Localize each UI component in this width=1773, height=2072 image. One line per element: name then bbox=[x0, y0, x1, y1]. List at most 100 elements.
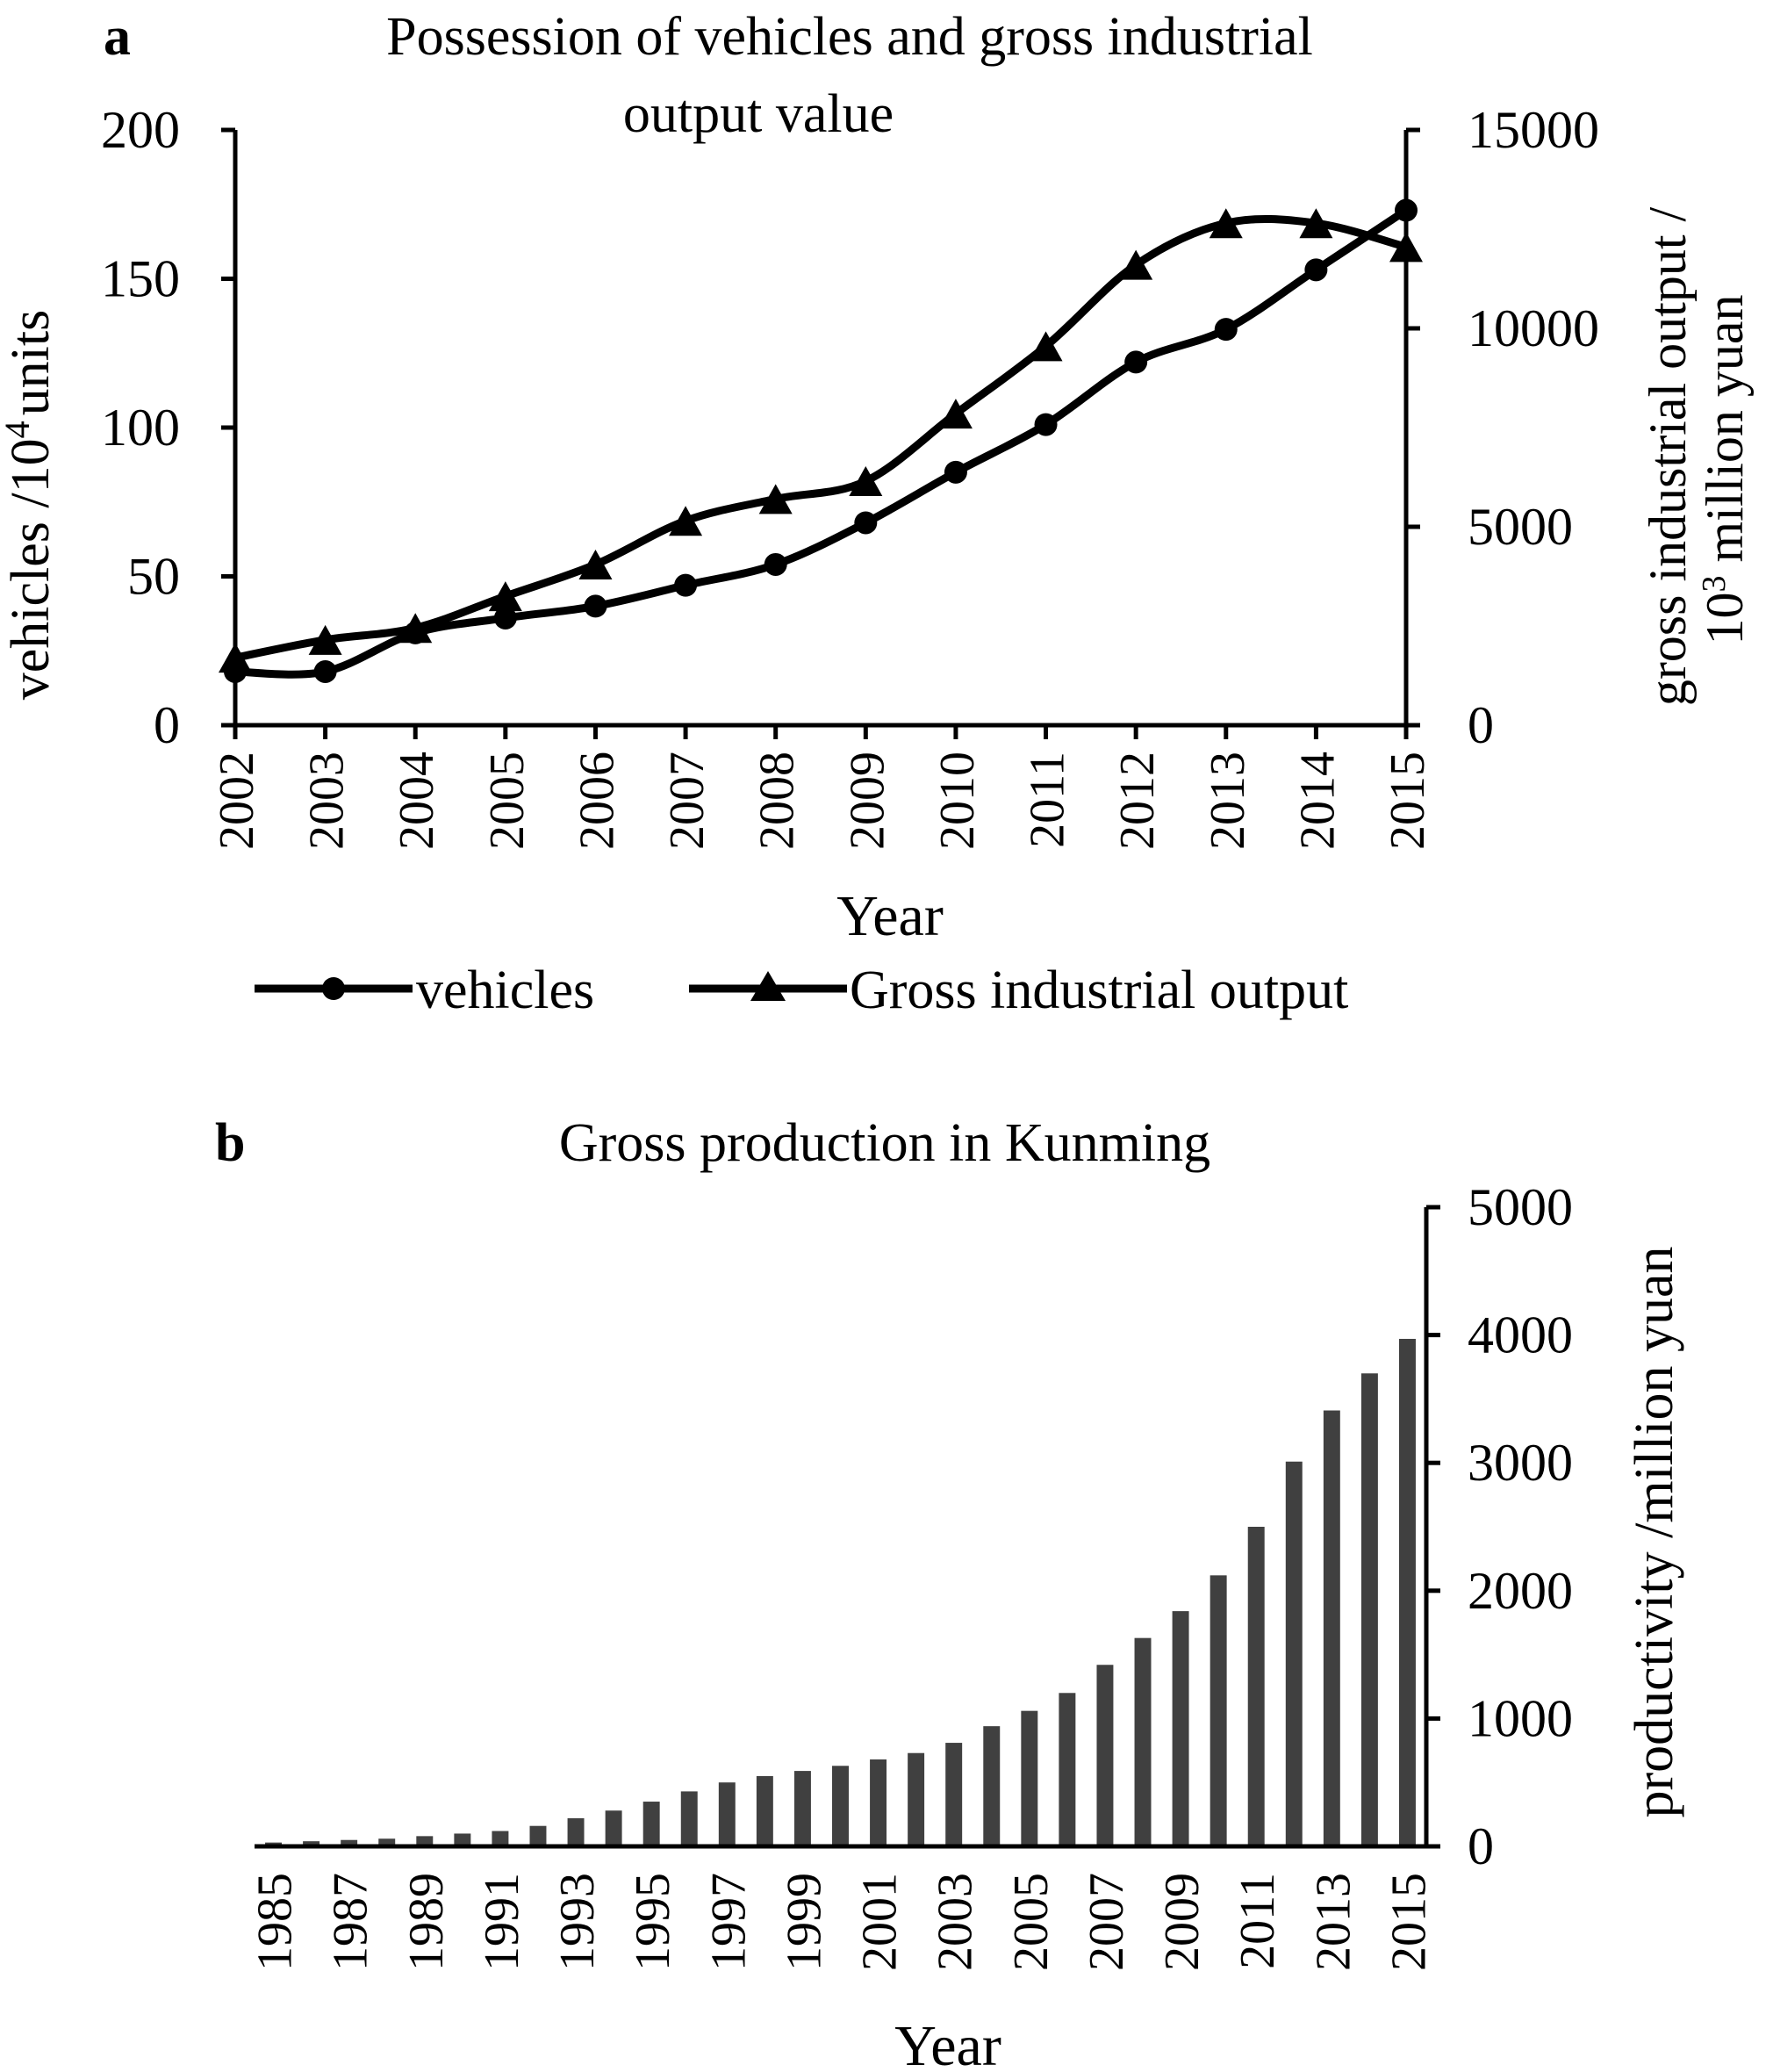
panel-a-left-ylabel: vehicles /104 units bbox=[0, 310, 61, 700]
data-point-gross-industrial-output bbox=[1209, 208, 1243, 239]
panel-b-ylabel: productivity /million yuan bbox=[1625, 1247, 1684, 1818]
data-point-vehicles bbox=[1214, 318, 1238, 342]
panel-a-left-tick-label: 100 bbox=[101, 399, 180, 457]
bar-2000 bbox=[832, 1766, 849, 1846]
panel-b-x-tick-label: 2007 bbox=[1080, 1873, 1134, 1971]
data-point-gross-industrial-output bbox=[1119, 249, 1153, 280]
data-point-vehicles bbox=[1034, 413, 1058, 436]
bar-2015 bbox=[1398, 1338, 1416, 1846]
bar-2011 bbox=[1247, 1527, 1265, 1846]
data-point-gross-industrial-output bbox=[1389, 232, 1423, 263]
legend-gross-output-marker bbox=[750, 971, 786, 1001]
panel-a-xlabel: Year bbox=[836, 884, 944, 948]
data-point-gross-industrial-output bbox=[938, 399, 973, 429]
data-point-vehicles bbox=[674, 573, 698, 597]
data-point-vehicles bbox=[1395, 198, 1418, 222]
bar-2009 bbox=[1172, 1611, 1189, 1846]
bar-1990 bbox=[454, 1833, 471, 1846]
panel-b-y-tick-label: 5000 bbox=[1468, 1178, 1573, 1236]
bar-2003 bbox=[945, 1743, 963, 1846]
panel-b-bars bbox=[265, 1338, 1416, 1846]
panel-a-tick-labels: 0 50 100 150 200 0 5000 10000 15000 2002 2003 2004 2… bbox=[101, 101, 1599, 850]
bar-2008 bbox=[1134, 1637, 1152, 1846]
panel-a-right-tick-label: 5000 bbox=[1468, 498, 1573, 556]
bar-2004 bbox=[983, 1726, 1001, 1846]
panel-b-tick-labels: 0 1000 2000 3000 4000 5000 1985 1987 1989 1991 199… bbox=[248, 1178, 1573, 1971]
bar-2001 bbox=[870, 1759, 887, 1846]
bar-2006 bbox=[1059, 1693, 1076, 1846]
panel-a-x-tick-label: 2010 bbox=[930, 752, 985, 850]
bar-2012 bbox=[1285, 1461, 1303, 1846]
panel-a-label: a bbox=[104, 7, 131, 67]
data-point-vehicles bbox=[493, 606, 517, 630]
data-point-gross-industrial-output bbox=[1029, 331, 1063, 362]
panel-a-x-tick-label: 2005 bbox=[480, 752, 535, 850]
series-line-vehicles bbox=[234, 206, 1409, 679]
bar-1989 bbox=[416, 1836, 434, 1846]
panel-a-right-ylabel-line2-sup: 3 bbox=[1696, 575, 1733, 592]
data-point-vehicles bbox=[764, 552, 787, 576]
bar-1997 bbox=[718, 1782, 736, 1846]
data-point-vehicles bbox=[944, 460, 967, 484]
data-point-vehicles bbox=[1304, 258, 1328, 282]
panel-a-x-tick-label: 2013 bbox=[1201, 752, 1255, 850]
data-point-gross-industrial-output bbox=[578, 549, 613, 579]
bar-1994 bbox=[605, 1810, 622, 1846]
legend-vehicles-marker bbox=[322, 977, 345, 1000]
data-point-vehicles bbox=[1124, 350, 1148, 374]
panel-a-x-tick-label: 2003 bbox=[300, 752, 355, 850]
panel-b-y-tick-label: 0 bbox=[1468, 1817, 1494, 1875]
panel-a-x-tick-label: 2008 bbox=[750, 752, 805, 850]
data-point-vehicles bbox=[584, 594, 607, 618]
panel-a-axes bbox=[221, 127, 1420, 739]
panel-b-title: Gross production in Kunming bbox=[559, 1113, 1210, 1173]
bar-1998 bbox=[756, 1775, 773, 1846]
data-point-gross-industrial-output bbox=[758, 484, 793, 514]
panel-a-left-ylabel-rest: units bbox=[1, 310, 61, 416]
bar-1995 bbox=[642, 1802, 660, 1846]
legend-gross-output-label: Gross industrial output bbox=[850, 960, 1348, 1020]
panel-a-x-tick-label: 2006 bbox=[570, 752, 624, 850]
data-point-gross-industrial-output bbox=[1299, 208, 1333, 239]
panel-b-x-tick-label: 1997 bbox=[701, 1873, 756, 1971]
bar-2010 bbox=[1210, 1575, 1227, 1846]
panel-a-x-tick-label: 2015 bbox=[1381, 752, 1435, 850]
legend-vehicles-label: vehicles bbox=[416, 960, 594, 1020]
panel-a-x-tick-label: 2014 bbox=[1290, 752, 1345, 850]
bar-2002 bbox=[908, 1752, 925, 1846]
panel-b-x-tick-label: 2013 bbox=[1306, 1873, 1360, 1971]
panel-b-x-tick-label: 1993 bbox=[550, 1873, 605, 1971]
panel-b-x-tick-label: 2011 bbox=[1231, 1873, 1285, 1969]
bar-1986 bbox=[303, 1841, 320, 1846]
panel-a-title-line2: output value bbox=[623, 84, 894, 144]
panel-b-x-tick-label: 1991 bbox=[475, 1873, 529, 1971]
data-point-vehicles bbox=[313, 659, 337, 683]
panel-a-x-tick-label: 2011 bbox=[1021, 752, 1075, 848]
panel-b-label: b bbox=[215, 1113, 245, 1173]
data-point-gross-industrial-output bbox=[488, 581, 522, 612]
panel-a-left-tick-label: 200 bbox=[101, 101, 180, 159]
panel-b-x-tick-label: 2001 bbox=[853, 1873, 908, 1971]
data-point-vehicles bbox=[854, 511, 878, 535]
data-point-gross-industrial-output bbox=[308, 624, 342, 655]
panel-a-right-tick-label: 15000 bbox=[1468, 101, 1599, 159]
panel-a-left-ylabel-main: vehicles /10 bbox=[1, 438, 61, 700]
data-point-gross-industrial-output bbox=[669, 506, 703, 536]
series-line-gross-industrial-output bbox=[234, 214, 1408, 662]
bar-1987 bbox=[341, 1839, 358, 1846]
bar-2014 bbox=[1360, 1373, 1378, 1846]
panel-a-x-tick-label: 2012 bbox=[1110, 752, 1165, 850]
panel-a-series bbox=[219, 198, 1423, 683]
bar-1991 bbox=[492, 1831, 509, 1846]
panel-a-left-ylabel-sup: 4 bbox=[0, 421, 37, 438]
panel-b-x-tick-label: 1995 bbox=[626, 1873, 680, 1971]
panel-b-xlabel: Year bbox=[894, 2014, 1001, 2072]
panel-a-right-ylabel-line1: gross industrial output / bbox=[1639, 207, 1697, 707]
data-point-gross-industrial-output bbox=[849, 466, 883, 497]
panel-b-x-tick-label: 1999 bbox=[777, 1873, 831, 1971]
panel-a-right-ylabel-line2-prefix: 10 bbox=[1696, 592, 1754, 644]
bar-1993 bbox=[567, 1817, 585, 1846]
panel-a-right-tick-label: 0 bbox=[1468, 696, 1494, 754]
panel-a-left-tick-label: 50 bbox=[127, 548, 180, 606]
